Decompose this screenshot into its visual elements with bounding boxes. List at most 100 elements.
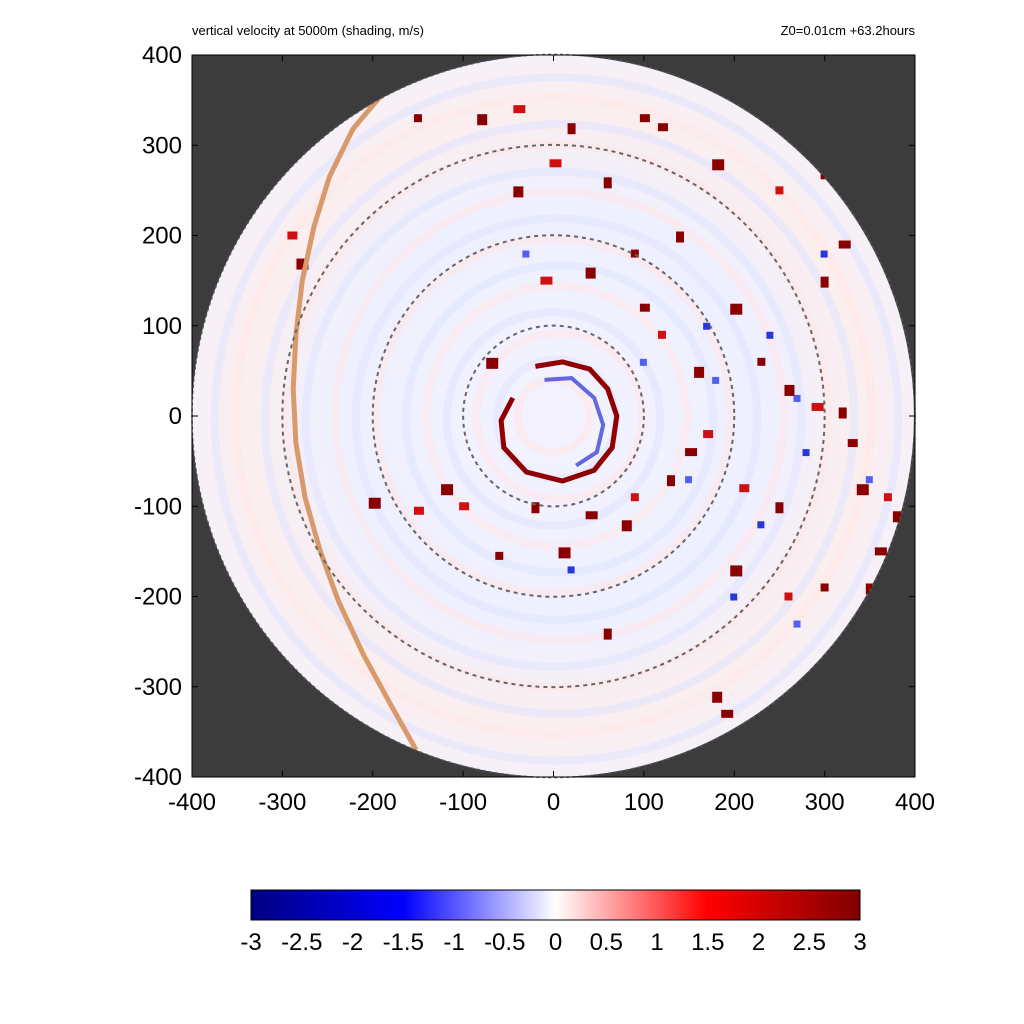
updraft-cell bbox=[621, 520, 632, 532]
chart-subtitle: Z0=0.01cm +63.2hours bbox=[781, 23, 916, 38]
y-tick-label: -300 bbox=[134, 674, 182, 701]
range-ring bbox=[281, 143, 826, 689]
downdraft-cell bbox=[820, 250, 828, 258]
velocity-field bbox=[192, 55, 914, 777]
downdraft-cell bbox=[865, 476, 873, 484]
spiral-band bbox=[442, 308, 665, 530]
y-tick-label: -100 bbox=[134, 493, 182, 520]
spiral-band bbox=[231, 93, 876, 739]
updraft-cell bbox=[486, 357, 499, 369]
updraft-cell bbox=[739, 484, 750, 493]
colorbar-label: 0 bbox=[549, 929, 562, 956]
updraft-cell bbox=[838, 407, 847, 419]
updraft-cell bbox=[477, 114, 488, 126]
spiral-bands bbox=[210, 73, 903, 765]
updraft-cell bbox=[585, 511, 598, 520]
downdraft-cell bbox=[793, 620, 801, 628]
updraft-cell bbox=[757, 357, 766, 366]
spiral-band bbox=[422, 281, 691, 551]
colorbar-label: -0.5 bbox=[484, 929, 525, 956]
x-axis: -400 -300 -200 -100 0 100 200 300 400 bbox=[168, 55, 935, 816]
y-tick-label: 300 bbox=[142, 132, 182, 159]
updraft-cell bbox=[730, 303, 743, 315]
downdraft-cell bbox=[757, 521, 765, 529]
updraft-cell bbox=[413, 506, 424, 515]
updraft-cell bbox=[730, 565, 743, 577]
spiral-band bbox=[260, 120, 859, 718]
updraft-cell bbox=[657, 123, 668, 132]
colorbar-label: -1 bbox=[443, 929, 464, 956]
updraft-cell bbox=[296, 258, 309, 270]
updraft-cell bbox=[694, 366, 705, 378]
coastline bbox=[290, 66, 419, 752]
updraft-cell bbox=[820, 276, 829, 288]
downdraft-cell bbox=[639, 358, 647, 366]
spiral-band bbox=[472, 328, 647, 504]
colorbar bbox=[250, 889, 861, 921]
y-tick-label: -400 bbox=[134, 764, 182, 791]
x-tick-label: 100 bbox=[624, 789, 664, 816]
updraft-cell bbox=[630, 493, 639, 502]
updraft-cell bbox=[639, 114, 650, 123]
colorbar-label: 2.5 bbox=[793, 929, 826, 956]
updraft-cell bbox=[413, 114, 422, 123]
colorbar-label: -2 bbox=[342, 929, 363, 956]
x-tick-label: -300 bbox=[258, 789, 306, 816]
range-ring bbox=[462, 324, 645, 508]
updraft-cell bbox=[721, 709, 734, 718]
updraft-cell bbox=[639, 303, 650, 312]
x-tick-label: -100 bbox=[439, 789, 487, 816]
updraft-cell bbox=[703, 430, 714, 439]
updraft-cell bbox=[657, 330, 666, 339]
updraft-cell bbox=[495, 551, 504, 560]
downdraft-cell bbox=[766, 331, 774, 339]
updraft-cell bbox=[856, 484, 869, 496]
updraft-cell bbox=[441, 484, 454, 496]
spiral-band bbox=[372, 234, 735, 598]
updraft-cell bbox=[513, 186, 524, 198]
updraft-cell bbox=[820, 583, 829, 592]
updraft-cell bbox=[549, 159, 562, 168]
range-ring bbox=[371, 234, 736, 598]
range-rings bbox=[281, 143, 826, 689]
downdraft-cell bbox=[685, 476, 693, 484]
updraft-cell bbox=[540, 276, 553, 285]
updraft-cell bbox=[838, 240, 851, 249]
updraft-cell bbox=[603, 628, 612, 640]
updraft-cell bbox=[676, 231, 685, 243]
updraft-cell bbox=[847, 439, 858, 448]
colorbar-labels: -3 -2.5 -2 -1.5 -1 -0.5 0 0.5 1 1.5 2 2.5 3 bbox=[240, 929, 866, 956]
chart-title: vertical velocity at 5000m (shading, m/s… bbox=[192, 23, 424, 38]
updraft-cell bbox=[287, 231, 298, 240]
x-tick-label: 0 bbox=[547, 789, 560, 816]
x-tick-label: 400 bbox=[895, 789, 935, 816]
updraft-cell bbox=[811, 402, 824, 411]
colorbar-label: 0.5 bbox=[590, 929, 623, 956]
downdraft-cells bbox=[522, 250, 873, 628]
downdraft-cell bbox=[730, 593, 738, 601]
colorbar-label: -2.5 bbox=[281, 929, 322, 956]
updraft-cell bbox=[603, 177, 612, 189]
spiral-band bbox=[301, 167, 806, 671]
spiral-band bbox=[331, 187, 788, 645]
y-tick-label: 400 bbox=[142, 42, 182, 69]
updraft-cell bbox=[368, 497, 381, 509]
spiral-band bbox=[351, 214, 762, 624]
eyewall-downdraft bbox=[544, 376, 606, 468]
updraft-cell bbox=[712, 691, 723, 703]
colorbar-label: 1.5 bbox=[691, 929, 724, 956]
eyewall-updraft bbox=[498, 359, 620, 484]
updraft-cells bbox=[287, 105, 903, 718]
downdraft-cell bbox=[793, 394, 801, 402]
colorbar-label: -3 bbox=[240, 929, 261, 956]
downdraft-cell bbox=[802, 449, 810, 457]
updraft-cell bbox=[874, 547, 887, 556]
y-axis: 400 300 200 100 0 -100 -200 -300 -400 bbox=[134, 42, 915, 791]
x-tick-label: 300 bbox=[805, 789, 845, 816]
updraft-cell bbox=[712, 159, 725, 171]
updraft-cell bbox=[585, 267, 596, 279]
x-tick-label: -200 bbox=[349, 789, 397, 816]
downdraft-cell bbox=[522, 250, 530, 258]
updraft-cell bbox=[531, 502, 540, 514]
